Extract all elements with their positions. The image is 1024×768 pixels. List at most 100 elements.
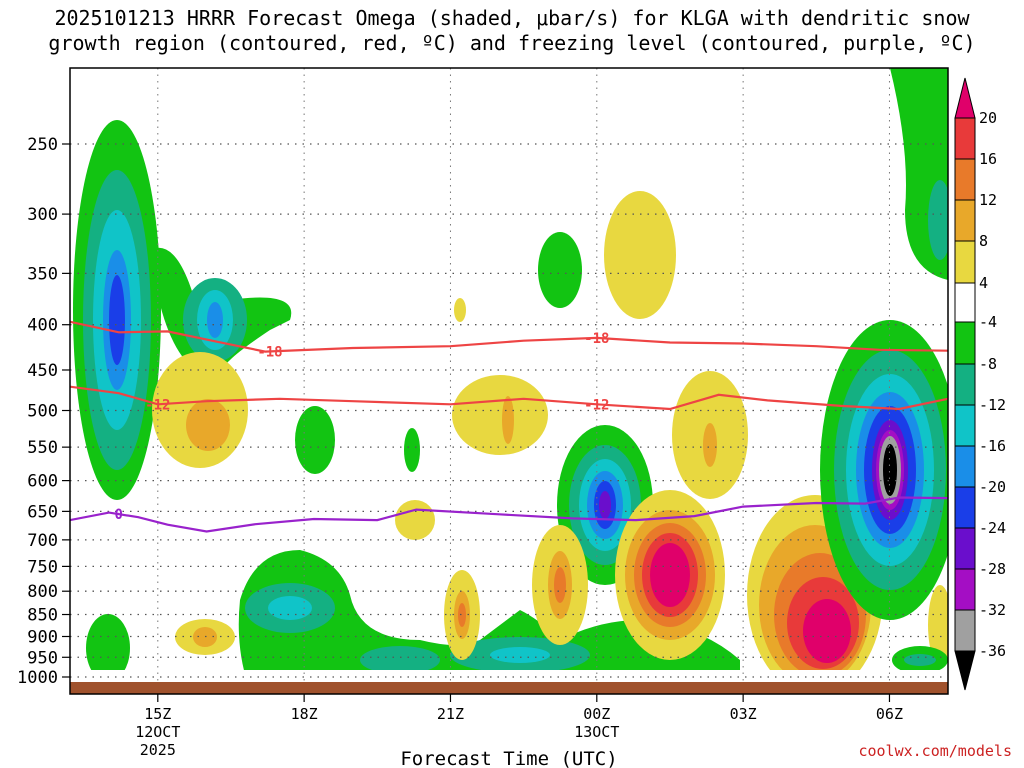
colorbar-label--28: -28 bbox=[979, 560, 1006, 578]
omega-region-2330z-descent bbox=[532, 525, 588, 645]
y-tick-label-400: 400 bbox=[27, 316, 58, 336]
contour-label-1-1: -12 bbox=[584, 397, 609, 413]
omega-region-2330z-descent-level-2 bbox=[554, 567, 566, 603]
y-tick-label-600: 600 bbox=[27, 472, 58, 492]
omega-region-02z-sink-core bbox=[703, 423, 717, 467]
terrain-ground bbox=[70, 682, 948, 694]
omega-region-22z-sink-core-level-0 bbox=[502, 396, 514, 444]
omega-region-left-low-level-0 bbox=[86, 614, 130, 682]
omega-region-22z-sink-level-0 bbox=[452, 375, 548, 455]
omega-region-06z-low-level-1 bbox=[904, 654, 936, 666]
colorbar-label--24: -24 bbox=[979, 519, 1006, 537]
colorbar-label-4: 4 bbox=[979, 274, 988, 292]
x-axis-label: Forecast Time (UTC) bbox=[400, 748, 617, 768]
omega-region-18z bbox=[295, 406, 335, 474]
omega-region-22z-sink-core bbox=[502, 396, 514, 444]
omega-region-2230z-level-0 bbox=[538, 232, 582, 308]
title-line-2: growth region (contoured, red, ºC) and f… bbox=[48, 31, 976, 55]
colorbar-swatch-8 bbox=[954, 404, 976, 447]
omega-region-ul2 bbox=[183, 278, 247, 362]
omega-shading bbox=[70, 68, 948, 694]
omega-region-06z-low bbox=[892, 646, 948, 674]
x-tick-sub1-00Z: 13OCT bbox=[574, 723, 619, 741]
x-tick-label-15Z: 15Z bbox=[144, 705, 171, 723]
colorbar-label-20: 20 bbox=[979, 109, 997, 127]
omega-region-22z-sink bbox=[452, 375, 548, 455]
x-tick-sub2-15Z: 2025 bbox=[140, 741, 176, 759]
y-tick-label-300: 300 bbox=[27, 205, 58, 225]
colorbar-swatch-1 bbox=[954, 117, 976, 160]
colorbar-label-8: 8 bbox=[979, 232, 988, 250]
colorbar-top-arrow bbox=[954, 77, 976, 119]
y-tick-label-750: 750 bbox=[27, 557, 58, 577]
omega-region-low-band-core2 bbox=[450, 637, 590, 673]
omega-region-06z-low-sink bbox=[928, 585, 948, 665]
colorbar-swatch-7 bbox=[954, 363, 976, 406]
omega-region-2230z bbox=[538, 232, 582, 308]
omega-region-20z-sink bbox=[395, 500, 435, 540]
y-tick-label-950: 950 bbox=[27, 648, 58, 668]
colorbar-swatch-4 bbox=[954, 240, 976, 284]
omega-region-15z-sink bbox=[152, 352, 248, 468]
colorbar-label--20: -20 bbox=[979, 478, 1006, 496]
omega-region-low-band-core3-level-0 bbox=[360, 646, 440, 674]
y-tick-label-350: 350 bbox=[27, 264, 58, 284]
x-tick-label-03Z: 03Z bbox=[730, 705, 757, 723]
omega-region-15z-sink-level-1 bbox=[186, 399, 230, 451]
y-tick-label-450: 450 bbox=[27, 361, 58, 381]
x-tick-label-00Z: 00Z bbox=[583, 705, 610, 723]
colorbar-label--12: -12 bbox=[979, 396, 1006, 414]
colorbar-label-12: 12 bbox=[979, 191, 997, 209]
y-tick-label-550: 550 bbox=[27, 438, 58, 458]
chart-title: 2025101213 HRRR Forecast Omega (shaded, … bbox=[0, 6, 1024, 56]
colorbar-label--4: -4 bbox=[979, 313, 997, 331]
omega-region-05z-descent-level-4 bbox=[803, 599, 851, 663]
colorbar-label--36: -36 bbox=[979, 642, 1006, 660]
temperature-contours: -18 -18 -12 -12 0 bbox=[70, 320, 948, 533]
colorbar-label--32: -32 bbox=[979, 601, 1006, 619]
colorbar-label--8: -8 bbox=[979, 355, 997, 373]
omega-region-18z-level-0 bbox=[295, 406, 335, 474]
x-tick-label-06Z: 06Z bbox=[876, 705, 903, 723]
colorbar-swatch-5 bbox=[954, 282, 976, 323]
x-tick-label-21Z: 21Z bbox=[437, 705, 464, 723]
omega-region-06z-upper-core-level-0 bbox=[928, 180, 948, 260]
omega-region-low-band-core3 bbox=[360, 646, 440, 674]
pressure-axis: 2503003504004505005506006507007508008509… bbox=[17, 135, 70, 688]
omega-region-low-band-core1-level-1 bbox=[268, 596, 312, 620]
contour-label-0-0: -18 bbox=[257, 344, 282, 360]
contour-label-2-0: 0 bbox=[115, 507, 123, 523]
omega-region-20z-level-0 bbox=[404, 428, 420, 472]
omega-region-low-band-core1 bbox=[245, 583, 335, 633]
x-tick-sub1-15Z: 12OCT bbox=[135, 723, 180, 741]
omega-region-01z-descent-level-4 bbox=[650, 543, 690, 607]
colorbar-bottom-arrow bbox=[954, 650, 976, 691]
omega-region-2130z-dot bbox=[454, 298, 466, 322]
colorbar-swatch-12 bbox=[954, 568, 976, 611]
colorbar: 20 16 12 8 4 -4 -8 -12 -16 -20 -24 -28 -32 -36 bbox=[954, 77, 1006, 691]
omega-region-06z-low-sink-level-0 bbox=[928, 585, 948, 665]
omega-region-06z-upper-core bbox=[928, 180, 948, 260]
colorbar-swatch-6 bbox=[954, 321, 976, 365]
watermark: coolwx.com/models bbox=[858, 742, 1012, 760]
omega-region-02z-sink-core-level-0 bbox=[703, 423, 717, 467]
plot-frame bbox=[69, 67, 949, 695]
omega-region-ul bbox=[73, 120, 161, 500]
colorbar-swatch-2 bbox=[954, 158, 976, 201]
x-tick-label-18Z: 18Z bbox=[291, 705, 318, 723]
omega-region-2130z-descent-level-2 bbox=[458, 603, 466, 627]
y-tick-label-650: 650 bbox=[27, 502, 58, 522]
omega-region-low-band-core2-level-1 bbox=[490, 647, 550, 663]
omega-region-06z-ascent bbox=[820, 320, 948, 620]
contour-line-1 bbox=[70, 385, 948, 411]
omega-region-ul2-level-2 bbox=[207, 302, 223, 338]
omega-region-06z-ascent-level-8 bbox=[883, 444, 897, 496]
omega-region-01z-sink-level-0 bbox=[604, 191, 676, 319]
y-tick-label-1000: 1000 bbox=[17, 668, 58, 688]
y-tick-label-900: 900 bbox=[27, 627, 58, 647]
y-tick-label-250: 250 bbox=[27, 135, 58, 155]
omega-region-ul-level-4 bbox=[109, 275, 125, 365]
gridlines bbox=[70, 68, 948, 694]
